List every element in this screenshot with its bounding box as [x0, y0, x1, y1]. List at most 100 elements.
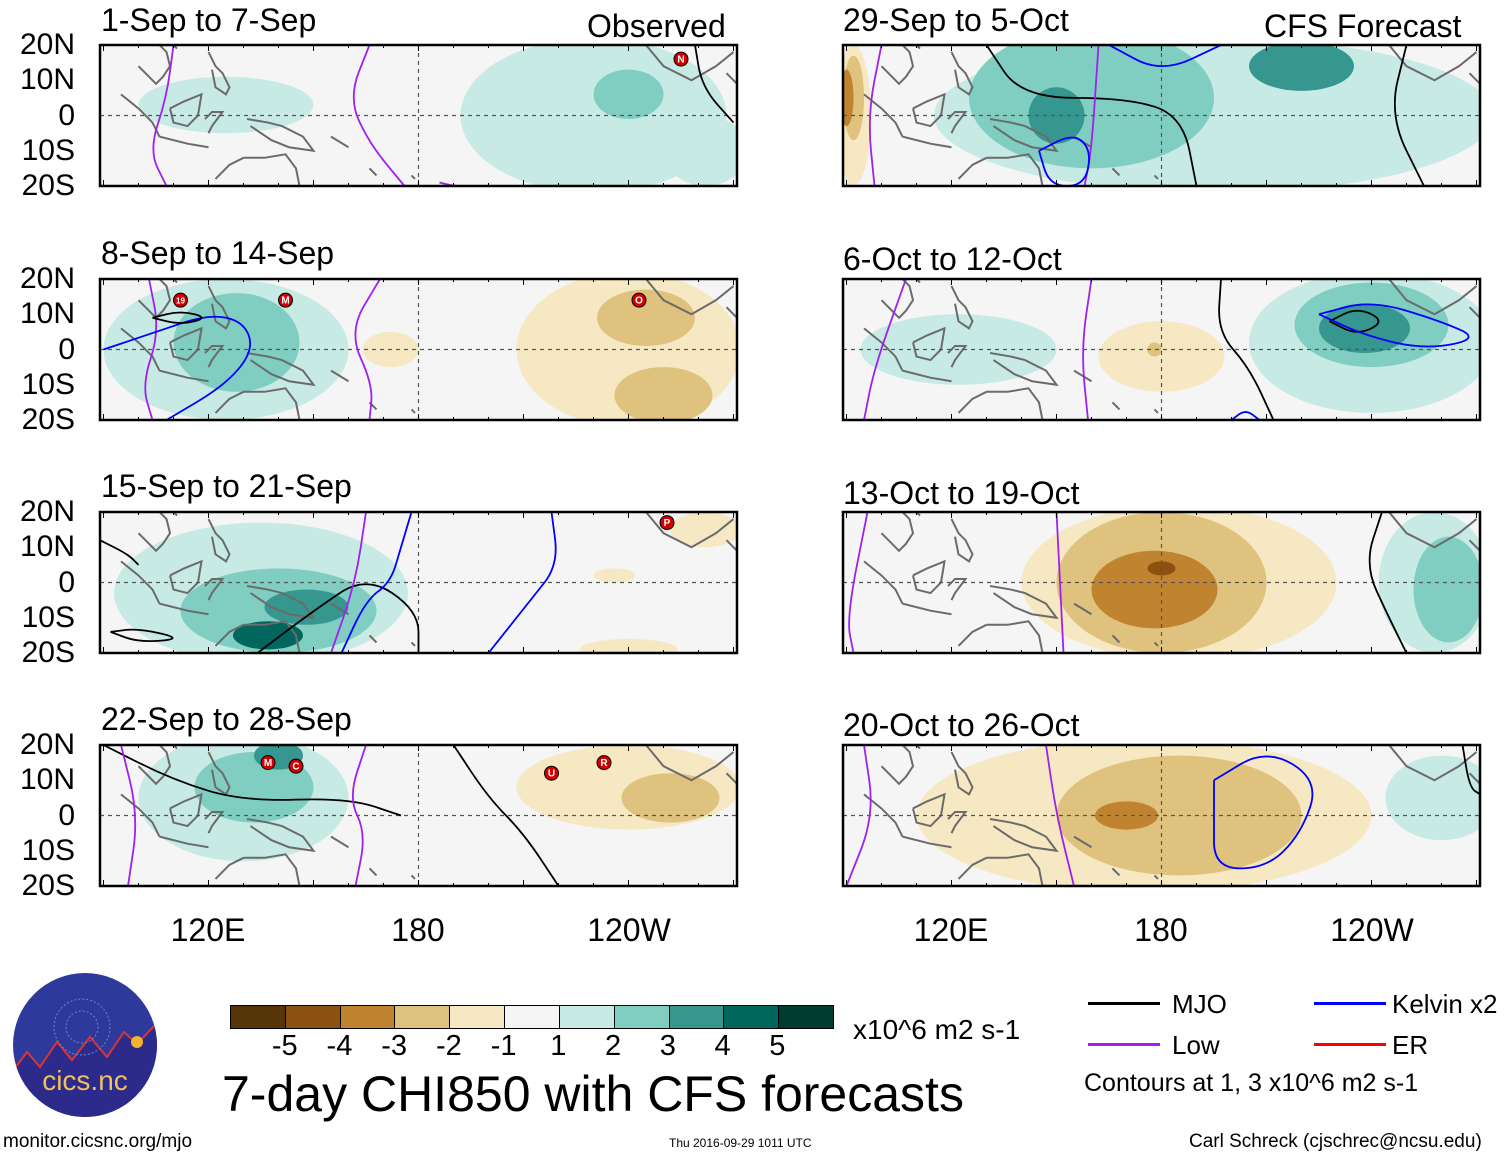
coastline	[410, 641, 416, 647]
legend-swatch-mjo	[1088, 1002, 1160, 1005]
coastline	[986, 153, 1044, 186]
lat-label: 20S	[21, 403, 75, 436]
storm-symbol	[673, 51, 689, 67]
storm-icon: M	[260, 755, 276, 771]
coastline	[1073, 369, 1093, 383]
legend-swatch-er	[1314, 1043, 1386, 1046]
lon-label: 180	[391, 912, 445, 948]
anomaly-region	[138, 76, 314, 134]
coastline	[1153, 641, 1159, 647]
map-panel	[841, 277, 1482, 422]
legend-swatch-kelvin	[1314, 1002, 1386, 1005]
mjo-contour	[103, 745, 402, 817]
map-layer	[843, 279, 1480, 420]
colorbar-label: 3	[659, 1030, 676, 1062]
colorbar-swatch	[559, 1006, 615, 1028]
low-contour	[330, 512, 367, 653]
coastline	[950, 51, 974, 96]
map-canvas	[841, 277, 1482, 422]
mjo-contour	[256, 583, 420, 653]
panel-title: 1-Sep to 7-Sep	[101, 2, 317, 38]
lat-label: 20N	[19, 28, 75, 61]
mjo-contour	[100, 539, 140, 566]
coastline	[246, 352, 316, 387]
map-panel: N	[98, 43, 739, 188]
coastline	[246, 118, 316, 153]
coastline	[725, 72, 737, 85]
coastline	[330, 835, 350, 849]
footer-url[interactable]: monitor.cicsnc.org/mjo	[3, 1131, 193, 1152]
map-panel	[841, 43, 1482, 188]
panel-title: 15-Sep to 21-Sep	[101, 468, 352, 504]
storm-label: 19	[176, 297, 185, 306]
lon-label: 120E	[170, 912, 246, 948]
coastline	[645, 45, 735, 82]
coastline	[880, 45, 915, 86]
colorbar-swatch	[724, 1006, 780, 1028]
storm-label: M	[264, 758, 272, 769]
colorbar-swatch	[395, 1006, 451, 1028]
mjo-contour	[1393, 45, 1425, 186]
colorbar-label: 4	[714, 1030, 731, 1062]
legend-label-low: Low	[1172, 1030, 1220, 1060]
lat-label: 10N	[19, 530, 75, 564]
anomaly-region	[1385, 755, 1480, 841]
coastline	[159, 602, 209, 616]
lat-label: 0	[58, 98, 75, 132]
figure-title: 7-day CHI850 with CFS forecasts	[222, 1066, 964, 1122]
legend-swatch-low	[1088, 1043, 1160, 1046]
map-panel	[841, 743, 1482, 888]
storm-symbol	[278, 292, 293, 308]
colorbar-swatch	[505, 1006, 560, 1028]
legend-label-kelvin: Kelvin x2	[1392, 989, 1498, 1019]
colorbar-units: x10^6 m2 s-1	[853, 1014, 1021, 1045]
coastline	[1153, 408, 1159, 414]
lat-label: 20N	[19, 728, 75, 761]
map-canvas: N	[98, 43, 739, 188]
panel-title: 13-Oct to 19-Oct	[843, 475, 1080, 511]
coastline	[1468, 772, 1480, 785]
storm-icon: U	[544, 765, 559, 781]
coastline	[207, 518, 231, 563]
low-contour	[354, 279, 381, 420]
anomaly-region	[579, 638, 678, 653]
coastline	[1468, 306, 1480, 319]
low-contour	[1082, 279, 1093, 420]
storm-label: U	[548, 769, 555, 780]
low-contour	[120, 745, 137, 886]
coastline	[1111, 167, 1121, 177]
coastline	[989, 352, 1059, 387]
coastline	[214, 856, 244, 880]
anomaly-region	[663, 115, 737, 186]
coastline	[410, 174, 416, 180]
storm-label: R	[600, 758, 608, 769]
coastline	[204, 344, 225, 368]
anomaly-region	[621, 773, 720, 823]
coastline	[725, 772, 737, 785]
panel-title: 6-Oct to 12-Oct	[843, 241, 1062, 277]
panel-title: 22-Sep to 28-Sep	[101, 701, 352, 737]
anomaly-region	[460, 45, 727, 186]
map-layer: P	[100, 512, 737, 653]
colorbar-swatch	[669, 1006, 725, 1028]
coastline	[863, 560, 904, 605]
anomaly-region	[593, 69, 664, 120]
coastline	[863, 793, 904, 838]
coastline	[207, 751, 231, 796]
colorbar-label: 1	[550, 1030, 567, 1062]
coastline	[957, 156, 987, 180]
anomaly-region	[670, 512, 737, 548]
coastline	[410, 874, 416, 880]
storm-symbol	[544, 765, 559, 781]
coastline	[1468, 539, 1480, 552]
coastline	[120, 327, 161, 372]
lon-label: 120E	[913, 912, 989, 948]
coastline	[214, 156, 244, 180]
map-panel: M C U R	[98, 743, 739, 888]
low-contour	[152, 45, 175, 186]
footer-timestamp: Thu 2016-09-29 1011 UTC	[669, 1136, 812, 1150]
low-contour	[845, 745, 872, 886]
coastline	[902, 369, 952, 383]
storm-symbol	[659, 515, 675, 531]
colorbar-label: -4	[326, 1030, 353, 1062]
